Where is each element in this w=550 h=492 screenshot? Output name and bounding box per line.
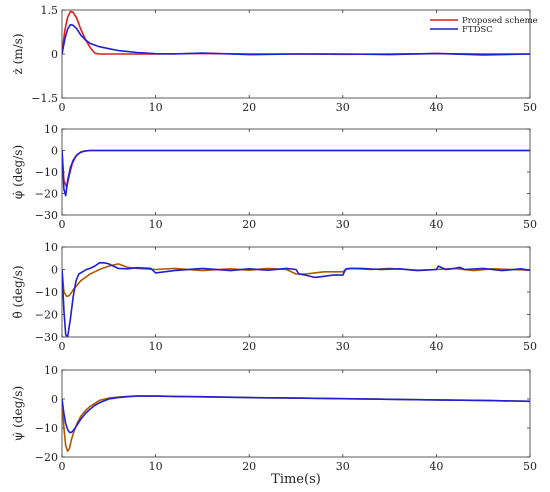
y-tick-label: −10 — [35, 166, 58, 179]
x-tick-label: 50 — [523, 460, 537, 473]
axes-frame — [61, 369, 531, 458]
series-line-2 — [62, 395, 530, 434]
axes-frame — [61, 246, 531, 338]
series-line-2 — [62, 261, 530, 337]
x-tick-label: 0 — [59, 101, 66, 114]
x-tick-label: 20 — [242, 460, 256, 473]
x-tick-label: 50 — [523, 340, 537, 353]
subplots: 0 10 20 30 40 501.50−1.5ż (m/s)Proposed schem… — [11, 4, 538, 473]
x-tick-label: 30 — [336, 460, 350, 473]
x-tick-label: 10 — [149, 340, 163, 353]
x-tick-label: 40 — [429, 218, 443, 231]
x-tick-label: 50 — [523, 218, 537, 231]
y-tick-label: 1.5 — [41, 4, 59, 17]
series-line-1 — [62, 149, 530, 188]
y-tick-label: 10 — [44, 241, 58, 254]
x-tick-label: 20 — [242, 218, 256, 231]
subplot-3: 0 10 20 30 40 50 10 0 −10 −20 −30 θ̇ (deg/s) — [11, 241, 537, 353]
y-tick-label: −20 — [35, 309, 58, 322]
y-tick-label: −30 — [35, 209, 58, 222]
y-tick-label: −10 — [35, 286, 58, 299]
y-axis-label: θ̇ (deg/s) — [11, 265, 25, 318]
x-tick-label: 10 — [149, 218, 163, 231]
series-line-2 — [62, 23, 530, 56]
subplot-2: 0 10 20 30 40 50 10 0 −10 −20 −30 φ̇ (deg/s) — [11, 123, 537, 231]
y-tick-label: −10 — [35, 422, 58, 435]
x-tick-label: 0 — [59, 460, 66, 473]
y-tick-label: −20 — [35, 188, 58, 201]
y-tick-label: −30 — [35, 331, 58, 344]
x-tick-label: 30 — [336, 218, 350, 231]
series-line-2 — [62, 149, 530, 197]
y-tick-label: 0 — [51, 145, 58, 158]
axes-frame — [61, 128, 531, 216]
legend-label: Proposed scheme — [462, 16, 538, 26]
x-tick-label: 20 — [242, 101, 256, 114]
y-tick-label: 10 — [44, 123, 58, 136]
x-tick-label: 20 — [242, 340, 256, 353]
x-tick-label: 10 — [149, 101, 163, 114]
y-axis-label: ψ̇ (deg/s) — [11, 386, 25, 441]
x-tick-label: 40 — [429, 340, 443, 353]
x-tick-label: 50 — [523, 101, 537, 114]
x-tick-label: 30 — [336, 101, 350, 114]
y-tick-label: 0 — [51, 48, 58, 61]
y-tick-label: 10 — [44, 364, 58, 377]
y-tick-label: −20 — [35, 451, 58, 464]
x-tick-label: 40 — [429, 460, 443, 473]
subplot-4: 0 10 20 30 40 50 10 0 −10 −20 ψ̇ (deg/s) — [11, 364, 537, 473]
x-axis-label: Time(s) — [271, 472, 321, 487]
y-tick-label: 0 — [51, 264, 58, 277]
y-tick-label: −1.5 — [31, 92, 58, 105]
x-tick-label: 0 — [59, 218, 66, 231]
series-line-1 — [62, 10, 530, 56]
x-tick-label: 0 — [59, 340, 66, 353]
subplot-1: 0 10 20 30 40 501.50−1.5ż (m/s)Proposed schem… — [11, 4, 538, 114]
y-axis-label: ż (m/s) — [11, 33, 25, 74]
x-tick-label: 40 — [429, 101, 443, 114]
x-tick-label: 10 — [149, 460, 163, 473]
series-line-1 — [62, 395, 530, 453]
y-tick-label: 0 — [51, 393, 58, 406]
x-tick-label: 30 — [336, 340, 350, 353]
legend-label: FTDSC — [462, 25, 493, 35]
y-axis-label: φ̇ (deg/s) — [11, 145, 25, 199]
